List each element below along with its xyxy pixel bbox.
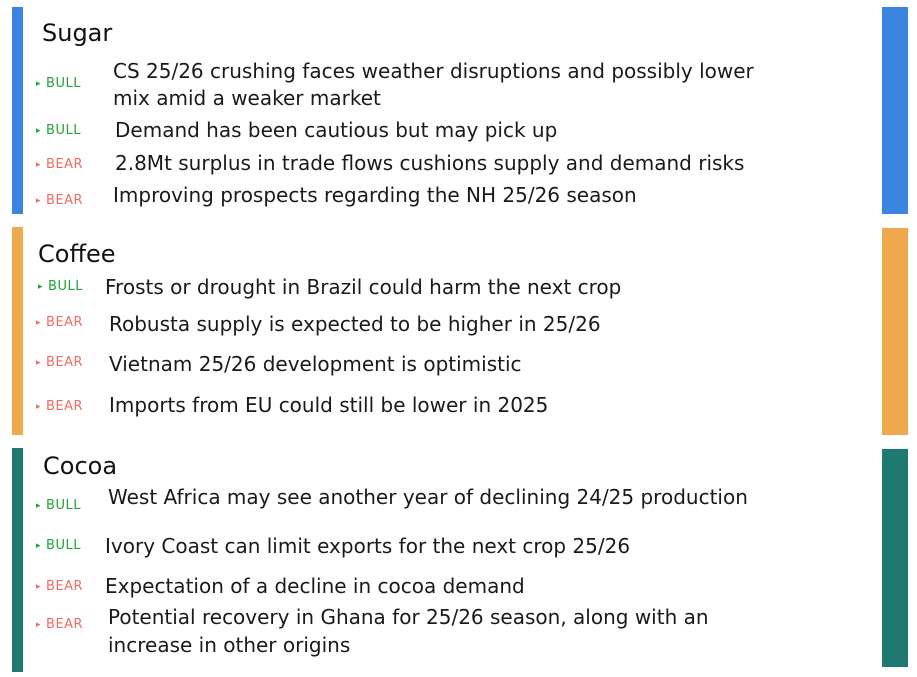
coffee-item-1: Frosts or drought in Brazil could harm t…: [105, 275, 622, 299]
sugar-tag-4: ▸ BEAR: [36, 193, 84, 208]
cocoa-tag-3: ▸ BEAR: [36, 579, 84, 594]
sugar-tag-1: ▸ BULL: [36, 76, 81, 91]
coffee-item-3: Vietnam 25/26 development is optimistic: [109, 352, 522, 376]
coffee-title: Coffee: [38, 240, 116, 268]
cocoa-tag-4: ▸ BEAR: [36, 617, 84, 632]
sugar-item-1-line-1: CS 25/26 crushing faces weather disrupti…: [113, 59, 754, 83]
cocoa-item-4-line-1: Potential recovery in Ghana for 25/26 se…: [108, 605, 709, 629]
cocoa-item-2: Ivory Coast can limit exports for the ne…: [105, 534, 631, 558]
cocoa-item-4-line-2: increase in other origins: [108, 633, 351, 657]
coffee-tag-3: ▸ BEAR: [36, 355, 84, 370]
coffee-right-bar: [882, 228, 908, 435]
coffee-tag-2: ▸ BEAR: [36, 315, 84, 330]
sugar-left-bar: [12, 7, 23, 214]
sugar-tag-3: ▸ BEAR: [36, 157, 84, 172]
sugar-item-4: Improving prospects regarding the NH 25/…: [113, 183, 637, 207]
coffee-item-4: Imports from EU could still be lower in …: [109, 393, 549, 417]
sugar-item-3: 2.8Mt surplus in trade flows cushions su…: [115, 151, 745, 175]
cocoa-title: Cocoa: [43, 452, 118, 480]
cocoa-item-3: Expectation of a decline in cocoa demand: [105, 574, 525, 598]
cocoa-left-bar: [12, 448, 23, 672]
coffee-tag-4: ▸ BEAR: [36, 399, 84, 414]
cocoa-tag-1: ▸ BULL: [36, 498, 81, 513]
coffee-left-bar: [12, 227, 23, 435]
sugar-tag-2: ▸ BULL: [36, 123, 81, 138]
coffee-item-2: Robusta supply is expected to be higher …: [109, 312, 601, 336]
cocoa-right-bar: [882, 449, 908, 667]
sugar-item-2: Demand has been cautious but may pick up: [115, 118, 558, 142]
coffee-tag-1: ▸ BULL: [38, 279, 83, 294]
sugar-item-1-line-2: mix amid a weaker market: [113, 86, 381, 110]
cocoa-tag-2: ▸ BULL: [36, 538, 81, 553]
sugar-title: Sugar: [42, 19, 113, 47]
cocoa-item-1: West Africa may see another year of decl…: [108, 485, 748, 509]
sugar-right-bar: [882, 7, 908, 214]
